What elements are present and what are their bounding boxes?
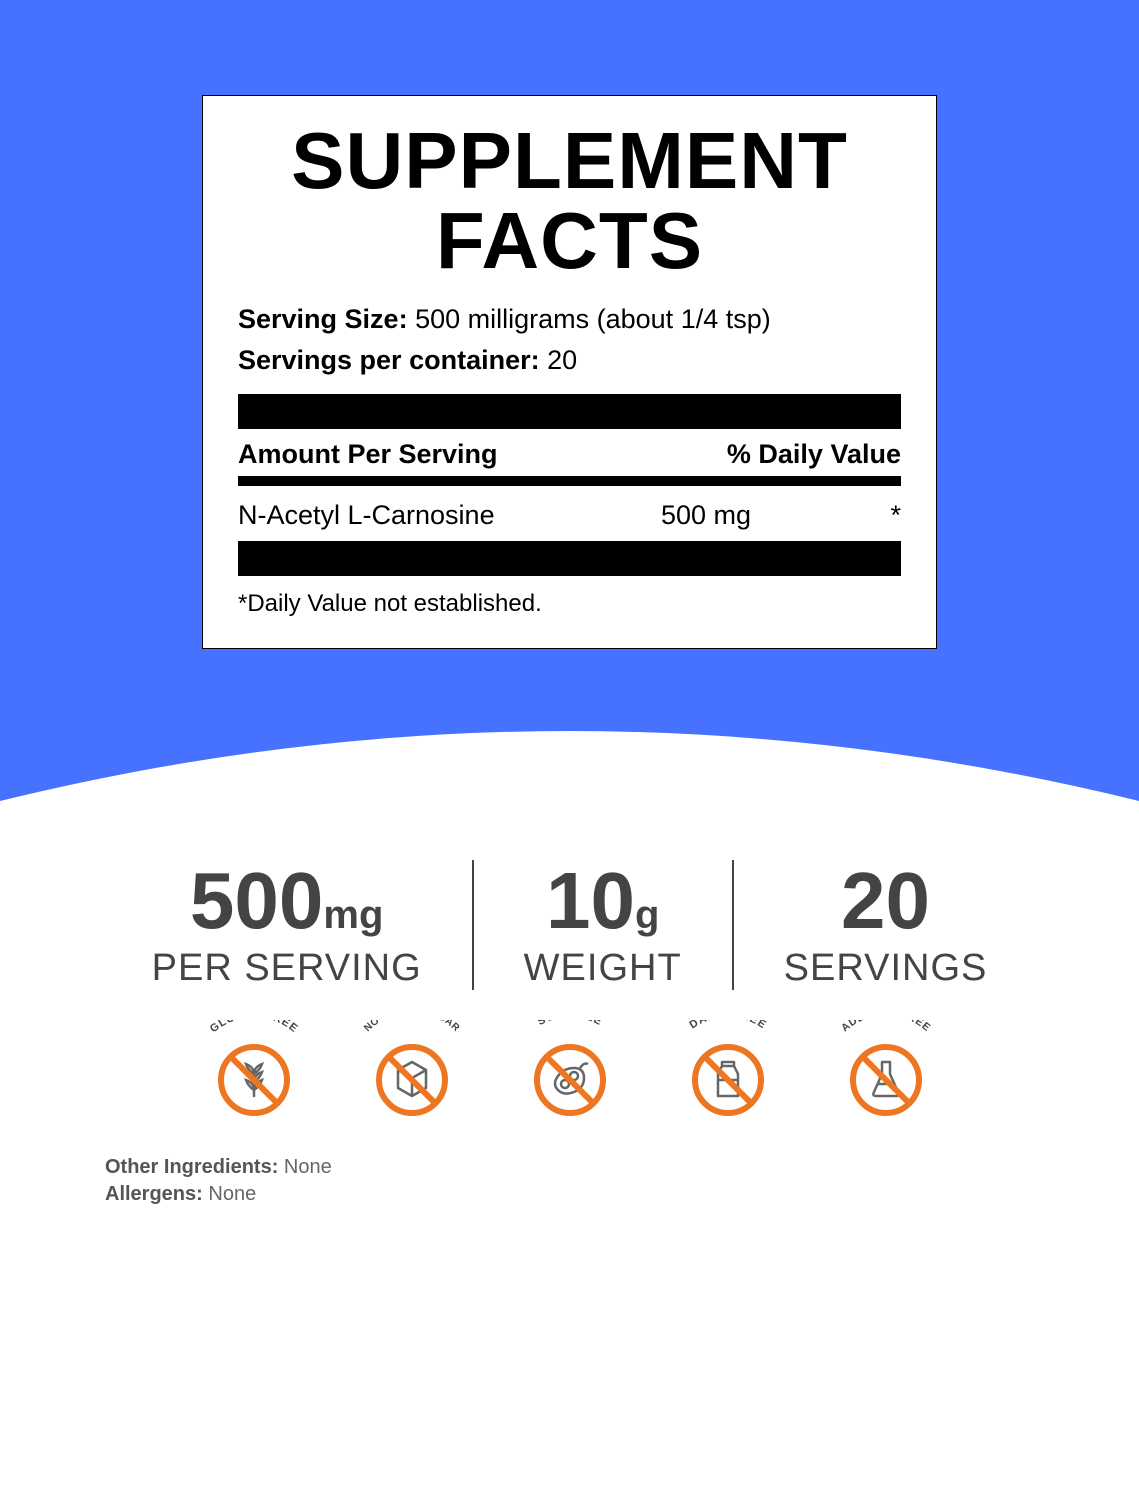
stat-label: WEIGHT — [524, 947, 682, 990]
flask-icon — [848, 1042, 924, 1118]
servings-per-line: Servings per container: 20 — [238, 340, 901, 381]
stat-value: 10g — [546, 861, 659, 941]
table-header-row: Amount Per Serving % Daily Value — [238, 429, 901, 486]
stat-value: 20 — [841, 861, 930, 941]
ingredient-row: N-Acetyl L-Carnosine 500 mg * — [238, 486, 901, 541]
badges-row: GLUTEN FREE NO ADDED SUGAR — [0, 1020, 1139, 1118]
other-ingredients-label: Other Ingredients: — [105, 1156, 278, 1178]
serving-size-line: Serving Size: 500 milligrams (about 1/4 … — [238, 299, 901, 340]
allergens-value: None — [208, 1183, 256, 1205]
badge-soy-free: SOY FREE — [515, 1020, 625, 1118]
divider-bar — [238, 541, 901, 576]
supplement-facts-panel: SUPPLEMENT FACTS Serving Size: 500 milli… — [202, 95, 937, 649]
svg-text:ADDITIVE FREE: ADDITIVE FREE — [839, 1020, 933, 1034]
badge-no-added-sugar: NO ADDED SUGAR — [357, 1020, 467, 1118]
col-header-amount: Amount Per Serving — [238, 439, 727, 470]
cube-icon — [374, 1042, 450, 1118]
badge-dairy-free: DAIRY FREE — [673, 1020, 783, 1118]
badge-arc-text: DAIRY FREE — [673, 1020, 783, 1042]
allergens-line: Allergens: None — [105, 1183, 1139, 1206]
badge-arc-text: GLUTEN FREE — [199, 1020, 309, 1042]
stat-label: SERVINGS — [784, 947, 988, 990]
blue-background-section: SUPPLEMENT FACTS Serving Size: 500 milli… — [0, 0, 1139, 820]
svg-text:NO ADDED SUGAR: NO ADDED SUGAR — [362, 1020, 462, 1034]
stat-value: 500mg — [190, 861, 383, 941]
soy-icon — [532, 1042, 608, 1118]
svg-text:GLUTEN FREE: GLUTEN FREE — [207, 1020, 299, 1035]
ingredient-dv: * — [861, 500, 901, 531]
badge-arc-text: SOY FREE — [515, 1020, 625, 1042]
svg-text:SOY FREE: SOY FREE — [535, 1020, 604, 1028]
footer-text: Other Ingredients: None Allergens: None — [0, 1156, 1139, 1206]
servings-per-value: 20 — [547, 345, 577, 375]
milk-icon — [690, 1042, 766, 1118]
other-ingredients-line: Other Ingredients: None — [105, 1156, 1139, 1179]
ingredient-amount: 500 mg — [661, 500, 861, 531]
panel-title: SUPPLEMENT FACTS — [238, 121, 901, 281]
stat-label: PER SERVING — [152, 947, 422, 990]
serving-size-value: 500 milligrams (about 1/4 tsp) — [415, 304, 771, 334]
svg-text:DAIRY FREE: DAIRY FREE — [687, 1020, 768, 1031]
other-ingredients-value: None — [284, 1156, 332, 1178]
badge-gluten-free: GLUTEN FREE — [199, 1020, 309, 1118]
badge-arc-text: NO ADDED SUGAR — [357, 1020, 467, 1042]
wheat-icon — [216, 1042, 292, 1118]
servings-per-label: Servings per container: — [238, 345, 540, 375]
stat-weight: 10g WEIGHT — [474, 861, 732, 990]
ingredient-name: N-Acetyl L-Carnosine — [238, 500, 661, 531]
col-header-dv: % Daily Value — [727, 439, 901, 470]
badge-additive-free: ADDITIVE FREE — [831, 1020, 941, 1118]
allergens-label: Allergens: — [105, 1183, 203, 1205]
stats-row: 500mg PER SERVING 10g WEIGHT 20 SERVINGS — [0, 860, 1139, 990]
serving-size-label: Serving Size: — [238, 304, 408, 334]
wave-divider — [0, 701, 1139, 821]
stat-per-serving: 500mg PER SERVING — [102, 861, 472, 990]
divider-bar — [238, 394, 901, 429]
badge-arc-text: ADDITIVE FREE — [831, 1020, 941, 1042]
footnote: *Daily Value not established. — [238, 576, 901, 618]
stat-servings: 20 SERVINGS — [734, 861, 1038, 990]
